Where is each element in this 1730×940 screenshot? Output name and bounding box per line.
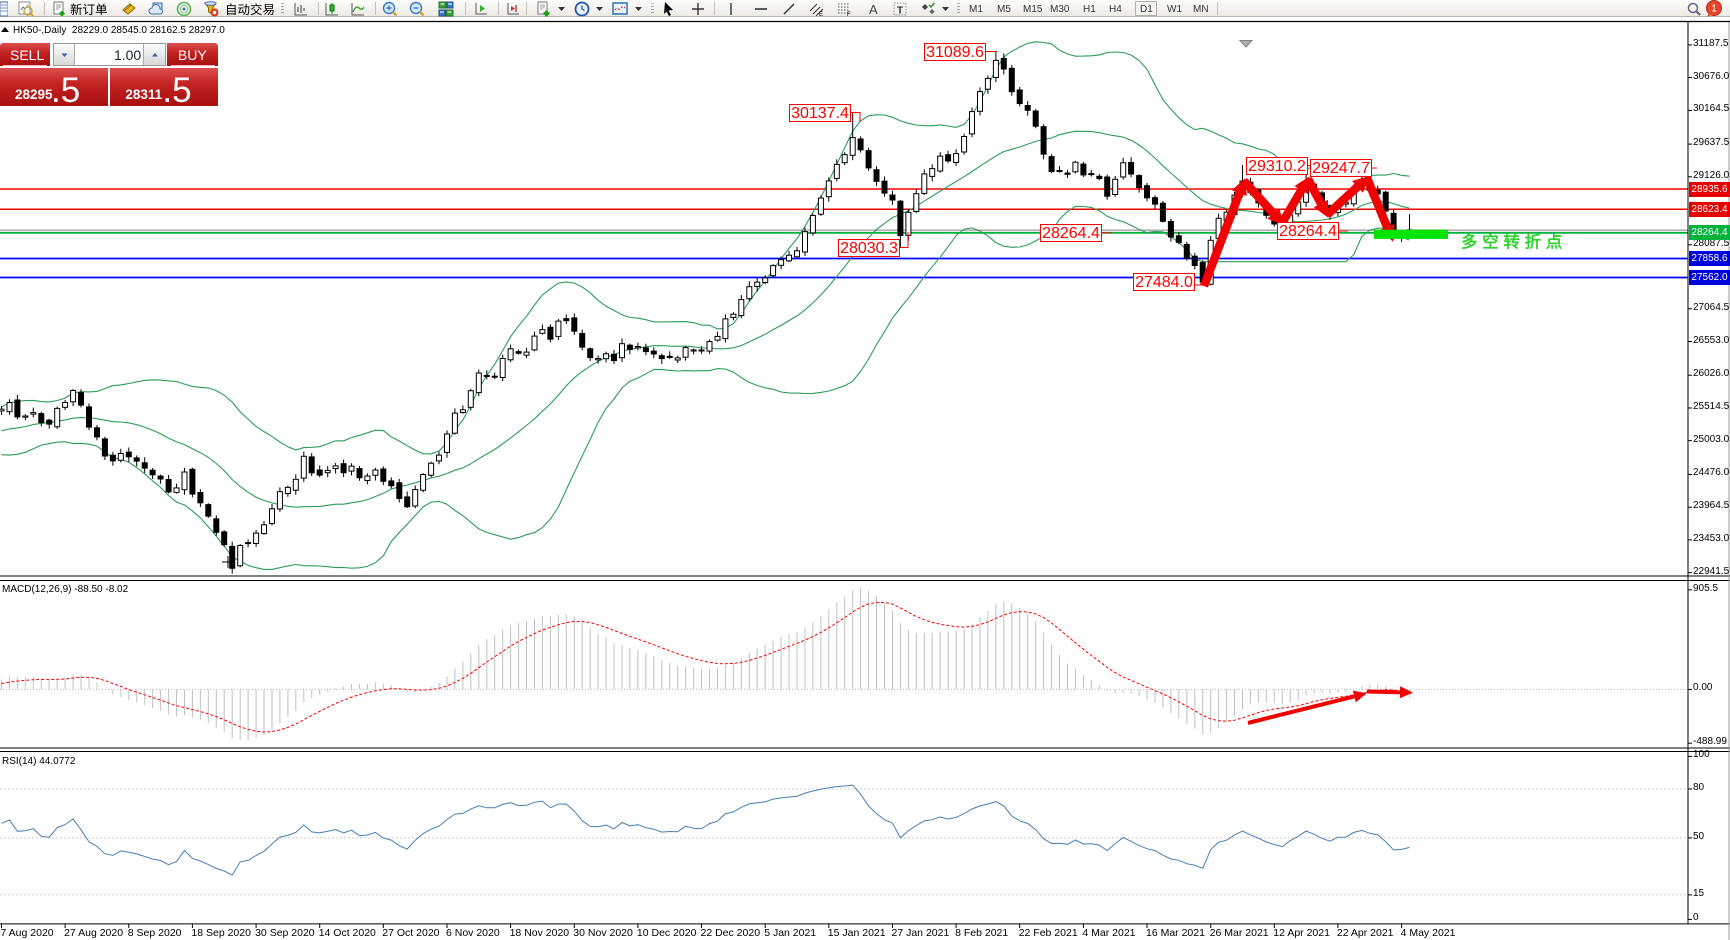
- svg-text:T: T: [897, 6, 903, 17]
- svg-text:F: F: [847, 12, 851, 17]
- svg-text:1: 1: [1711, 4, 1717, 15]
- svg-text:A: A: [869, 2, 878, 17]
- svg-text:E: E: [819, 12, 823, 17]
